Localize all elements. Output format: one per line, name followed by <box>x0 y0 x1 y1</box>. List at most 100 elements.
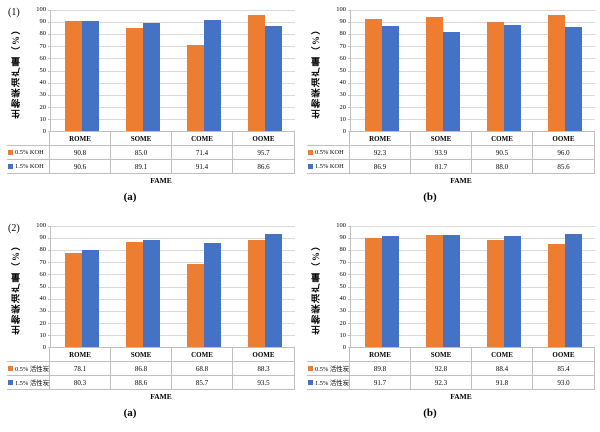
value-cell: 91.7 <box>350 376 411 390</box>
y-tick-mark <box>348 262 351 264</box>
y-tick-label: 70 <box>339 258 347 266</box>
bar-series-2 <box>81 249 99 347</box>
y-tick-mark <box>348 34 351 36</box>
gridline <box>351 70 595 72</box>
y-tick-label: 100 <box>336 221 346 229</box>
y-tick-mark <box>48 347 51 348</box>
plot-area <box>48 10 295 132</box>
x-axis-title: FAME <box>150 392 172 401</box>
gridline <box>51 334 295 336</box>
gridline <box>51 34 295 36</box>
x-axis-title: FAME <box>450 392 472 401</box>
value-cell: 88.0 <box>472 160 533 174</box>
y-tick-label: 60 <box>339 54 347 62</box>
value-cell: 93.0 <box>533 376 594 390</box>
y-tick-label: 80 <box>339 246 347 254</box>
chart-body: 生物柴油产量（%） 100 90 80 70 60 50 40 30 20 10 0 <box>7 222 295 350</box>
y-tick-mark <box>48 118 51 120</box>
gridline <box>351 286 595 288</box>
y-tick-mark <box>48 250 51 252</box>
y-tick-label: 90 <box>39 233 47 241</box>
bar-group <box>51 10 112 131</box>
y-tick-mark <box>48 274 51 276</box>
gridline <box>351 22 595 24</box>
data-table: ROME SOME COME OOME 0.5% KOH 90.8 85.0 71.4 95.7… <box>7 132 295 174</box>
gridline <box>351 46 595 48</box>
bar-series-1 <box>64 21 82 131</box>
bar-series-2 <box>142 23 160 131</box>
y-tick-label: 70 <box>39 42 47 50</box>
gridline <box>351 322 595 324</box>
bar-series-1 <box>547 243 565 347</box>
value-cell: 68.8 <box>172 362 233 376</box>
bar-series-1 <box>486 240 504 347</box>
y-tick-label: 100 <box>36 5 46 13</box>
legend-swatch-icon <box>8 380 13 385</box>
y-tick-mark <box>348 131 351 132</box>
y-tick-mark <box>48 310 51 312</box>
y-tick-label: 100 <box>336 5 346 13</box>
y-tick-mark <box>48 334 51 336</box>
gridline <box>51 82 295 84</box>
legend-label: 0.5% KOH <box>315 149 344 156</box>
value-cell: 93.9 <box>411 146 472 160</box>
value-cell: 92.3 <box>350 146 411 160</box>
y-axis-title-text: 生物柴油产量（%） <box>11 239 21 335</box>
y-tick-label: 30 <box>39 91 47 99</box>
value-cell: 89.1 <box>111 160 172 174</box>
bar-series-2 <box>264 26 282 131</box>
y-tick-label: 70 <box>339 42 347 50</box>
legend-label: 0.5% 活性炭 <box>15 366 50 373</box>
value-cell: 90.8 <box>50 146 111 160</box>
legend-label: 0.5% KOH <box>15 149 44 156</box>
value-cell: 85.7 <box>172 376 233 390</box>
legend-label: 1.5% KOH <box>15 163 44 170</box>
gridline <box>351 10 595 11</box>
bar-series-1 <box>125 241 143 347</box>
chart-body: 生物柴油产量（%） 100 90 80 70 60 50 40 30 20 10 0 <box>307 221 595 350</box>
bar-series-1 <box>247 15 265 131</box>
y-axis-tick-labels: 100 90 80 70 60 50 40 30 20 10 0 <box>324 221 350 350</box>
gridline <box>351 226 595 227</box>
gridline <box>351 106 595 108</box>
gridline <box>51 94 295 96</box>
gridline <box>351 310 595 312</box>
legend-swatch-icon <box>8 164 13 169</box>
gridline <box>351 34 595 36</box>
legend-cell: 0.5% KOH <box>7 146 50 160</box>
bar-series-1 <box>547 14 565 131</box>
y-axis-tick-labels: 100 90 80 70 60 50 40 30 20 10 0 <box>24 222 50 350</box>
y-tick-mark <box>48 286 51 288</box>
bar-group <box>173 226 234 347</box>
gridline <box>351 298 595 300</box>
y-tick-label: 50 <box>339 282 347 290</box>
panel-sub-label: (a) <box>123 191 137 203</box>
legend-cell: 1.5% 活性炭 <box>7 376 50 390</box>
y-axis-tick-labels: 100 90 80 70 60 50 40 30 20 10 0 <box>24 5 50 134</box>
bar-series-1 <box>247 240 265 347</box>
table-corner-cell <box>307 132 350 146</box>
category-header: ROME <box>350 348 411 362</box>
y-tick-label: 10 <box>339 331 347 339</box>
y-tick-label: 30 <box>39 307 47 315</box>
value-cell: 78.1 <box>50 362 111 376</box>
value-cell: 85.0 <box>111 146 172 160</box>
y-tick-mark <box>348 58 351 60</box>
gridline <box>351 82 595 84</box>
bar-group <box>234 10 295 131</box>
bar-group <box>534 10 595 131</box>
y-tick-mark <box>48 94 51 96</box>
bar-group <box>473 10 534 131</box>
legend-swatch-icon <box>8 366 13 371</box>
gridline <box>51 58 295 60</box>
value-cell: 96.0 <box>533 146 594 160</box>
y-tick-mark <box>48 106 51 108</box>
data-table: ROME SOME COME OOME 0.5% KOH 92.3 93.9 90.5 96.0… <box>307 132 595 174</box>
plot-area <box>48 226 295 348</box>
y-tick-label: 20 <box>39 103 47 111</box>
y-tick-mark <box>348 10 351 11</box>
y-tick-mark <box>48 226 51 227</box>
bar-series-1 <box>486 21 504 131</box>
gridline <box>51 298 295 300</box>
y-axis-title-text: 生物柴油产量（%） <box>11 23 21 119</box>
